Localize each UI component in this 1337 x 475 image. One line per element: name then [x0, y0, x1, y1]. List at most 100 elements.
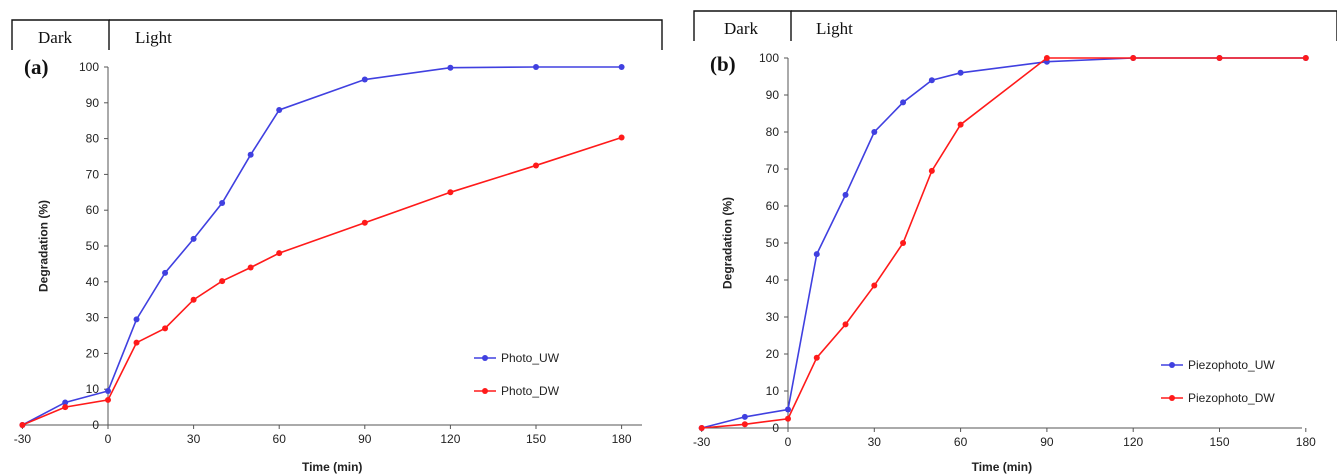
y-tick-label: 20	[86, 346, 100, 360]
data-point-photo-uw	[361, 76, 368, 83]
y-tick-label: 70	[766, 162, 780, 176]
data-point-piezophoto-dw	[741, 421, 748, 428]
data-point-photo-dw	[105, 396, 111, 403]
data-point-photo-uw	[618, 64, 625, 70]
legend-marker	[482, 388, 488, 394]
y-tick-label: 60	[86, 203, 100, 217]
series-line-photo-uw	[22, 66, 622, 426]
data-point-piezophoto-dw	[928, 167, 935, 174]
data-point-photo-uw	[105, 387, 111, 394]
y-tick-label: 60	[766, 199, 780, 213]
dark-phase-bracket	[11, 19, 110, 50]
data-point-photo-dw	[190, 296, 197, 303]
data-point-photo-uw	[533, 64, 539, 70]
data-point-photo-uw	[219, 200, 226, 207]
y-tick-label: 90	[86, 96, 100, 110]
x-tick-label: 120	[440, 432, 460, 446]
data-point-photo-uw	[247, 151, 254, 158]
light-phase-label: Light	[816, 19, 853, 38]
x-tick-label: 150	[526, 432, 546, 446]
x-axis-title: Time (min)	[302, 460, 362, 474]
data-point-piezophoto-uw	[957, 69, 964, 76]
x-tick-label: 90	[358, 432, 372, 446]
data-point-piezophoto-dw	[698, 425, 705, 431]
y-tick-label: 80	[86, 132, 100, 146]
data-point-piezophoto-uw	[741, 413, 748, 420]
data-point-piezophoto-dw	[900, 240, 907, 246]
y-tick-label: 30	[766, 310, 780, 324]
y-tick-label: 40	[86, 275, 100, 289]
data-point-piezophoto-dw	[1130, 55, 1137, 61]
x-tick-label: 90	[1040, 435, 1054, 449]
y-axis-title: Degradation (%)	[721, 197, 735, 289]
dark-phase-bracket	[693, 10, 792, 41]
panel-label: (a)	[24, 55, 49, 79]
x-tick-label: 150	[1209, 435, 1229, 449]
data-point-piezophoto-uw	[813, 251, 820, 258]
data-point-piezophoto-uw	[785, 406, 791, 413]
y-tick-label: 10	[766, 384, 780, 398]
x-tick-label: 30	[187, 432, 201, 446]
dark-phase-label: Dark	[38, 28, 72, 47]
x-tick-label: 60	[954, 435, 968, 449]
x-axis-title: Time (min)	[972, 460, 1032, 474]
data-point-piezophoto-uw	[928, 77, 935, 84]
x-tick-label: 180	[612, 432, 632, 446]
chart-panel-a: Dark Light (a) 0 10 20 30 40 50 60 70 80 90 100 -30 0 30…	[11, 19, 663, 474]
data-point-photo-uw	[276, 106, 283, 113]
data-point-photo-dw	[219, 278, 226, 285]
x-tick-label: 0	[785, 435, 792, 449]
x-tick-label: 120	[1123, 435, 1143, 449]
legend-entry-label: Photo_DW	[501, 384, 560, 398]
y-tick-label: 30	[86, 311, 100, 325]
data-point-piezophoto-dw	[871, 282, 878, 289]
x-tick-label: -30	[693, 435, 711, 449]
data-point-photo-uw	[62, 399, 69, 406]
light-phase-bracket	[109, 19, 663, 50]
series-line-piezophoto-uw	[701, 57, 1306, 429]
data-point-piezophoto-dw	[813, 354, 820, 361]
y-tick-label: 100	[759, 51, 779, 65]
legend-marker	[1169, 362, 1175, 368]
light-phase-bracket	[791, 10, 1337, 41]
data-point-photo-dw	[133, 339, 140, 346]
x-tick-label: -30	[14, 432, 32, 446]
panel-label: (b)	[710, 52, 736, 76]
y-tick-label: 40	[766, 273, 780, 287]
data-point-piezophoto-uw	[871, 129, 878, 135]
y-tick-label: 50	[86, 239, 100, 253]
x-tick-label: 30	[868, 435, 882, 449]
data-point-piezophoto-dw	[785, 415, 791, 422]
data-point-photo-dw	[447, 189, 454, 196]
series-line-piezophoto-dw	[701, 57, 1306, 429]
y-tick-label: 80	[766, 125, 780, 139]
data-point-photo-dw	[247, 264, 254, 271]
data-point-photo-dw	[533, 162, 539, 169]
x-tick-label: 0	[105, 432, 112, 446]
y-tick-label: 10	[86, 382, 100, 396]
legend-entry-label: Photo_UW	[501, 351, 560, 365]
data-point-photo-dw	[19, 422, 26, 428]
y-tick-label: 90	[766, 88, 780, 102]
data-point-piezophoto-uw	[842, 191, 849, 198]
data-point-photo-dw	[162, 325, 169, 332]
data-point-photo-uw	[447, 64, 454, 71]
y-tick-label: 0	[92, 418, 99, 432]
data-point-piezophoto-dw	[842, 321, 849, 328]
y-tick-label: 0	[772, 421, 779, 435]
data-point-piezophoto-dw	[1302, 55, 1309, 61]
data-point-photo-uw	[190, 235, 197, 242]
data-point-photo-dw	[62, 404, 69, 411]
y-tick-label: 100	[79, 60, 99, 74]
data-point-photo-dw	[361, 219, 368, 226]
y-tick-label: 50	[766, 236, 780, 250]
legend-entry-label: Piezophoto_DW	[1188, 391, 1275, 405]
data-point-photo-uw	[162, 269, 169, 276]
data-point-piezophoto-uw	[900, 99, 907, 106]
y-axis-title: Degradation (%)	[36, 200, 50, 292]
data-point-photo-dw	[276, 250, 283, 257]
data-point-photo-uw	[133, 316, 140, 323]
chart-panel-b: Dark Light (b) 0 10 20 30 40 50 60 70 80 90 100 -30 0 30…	[693, 10, 1337, 474]
light-phase-label: Light	[135, 28, 172, 47]
